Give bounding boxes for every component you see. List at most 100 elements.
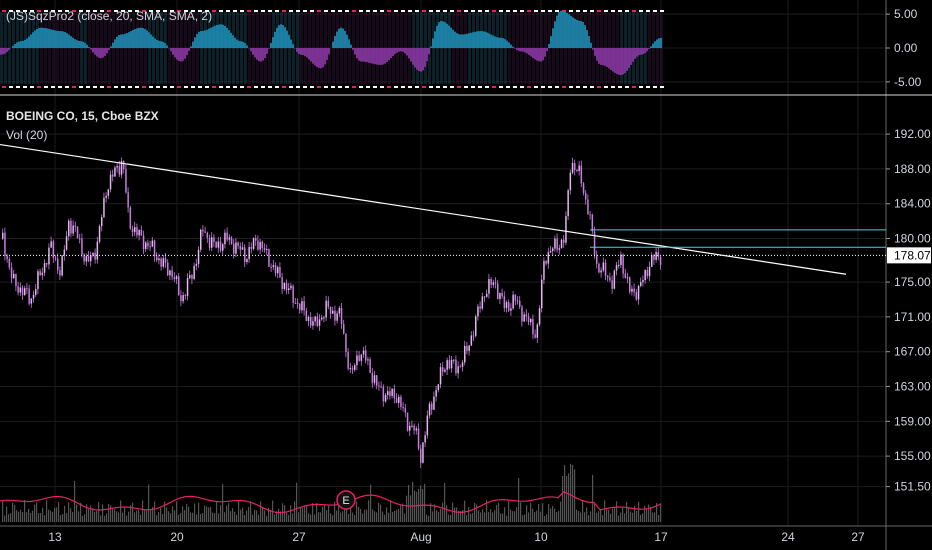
momentum-bar xyxy=(564,11,566,48)
momentum-bar xyxy=(572,17,574,48)
momentum-bar xyxy=(490,34,492,48)
volume-bar xyxy=(114,509,116,522)
candle-body xyxy=(145,242,147,250)
momentum-bar xyxy=(580,20,582,48)
volume-bar xyxy=(216,501,218,522)
volume-bar xyxy=(304,506,306,522)
oscillator-tick-label: 0.00 xyxy=(894,41,918,55)
candle-body xyxy=(587,199,589,215)
volume-bar xyxy=(434,504,436,522)
volume-bar xyxy=(96,511,98,522)
candle-body xyxy=(259,241,261,250)
candle-body xyxy=(468,345,470,351)
volume-bar xyxy=(104,515,106,522)
momentum-bar xyxy=(438,22,440,48)
momentum-bar xyxy=(480,31,482,48)
volume-bar xyxy=(420,485,422,522)
momentum-bar xyxy=(502,38,504,48)
candle-body xyxy=(393,388,396,399)
volume-bar xyxy=(268,507,270,522)
candle-body xyxy=(362,350,365,355)
candle-body xyxy=(186,278,189,296)
volume-bar xyxy=(248,507,250,522)
candle-body xyxy=(347,351,349,369)
momentum-bar xyxy=(486,32,488,48)
squeeze-dot xyxy=(527,86,531,88)
current-price-tag xyxy=(887,247,931,264)
momentum-bar xyxy=(250,48,252,52)
volume-bar xyxy=(226,505,228,522)
candle-body xyxy=(538,308,541,325)
candle-body xyxy=(448,360,451,369)
squeeze-dot xyxy=(611,86,615,88)
momentum-bar xyxy=(378,48,380,65)
candle-body xyxy=(376,375,378,386)
volume-bar xyxy=(640,514,642,522)
momentum-bar xyxy=(408,48,410,59)
volume-bar xyxy=(596,512,598,522)
momentum-bar xyxy=(632,48,634,62)
momentum-bar xyxy=(614,48,616,73)
candle-body xyxy=(523,314,525,322)
momentum-bar xyxy=(412,48,414,65)
volume-bar xyxy=(146,509,148,522)
volume-bar xyxy=(288,514,290,522)
momentum-bar xyxy=(488,33,490,48)
volume-bar xyxy=(182,506,184,522)
momentum-bar xyxy=(368,48,370,63)
volume-bar xyxy=(482,509,484,522)
volume-bar xyxy=(368,500,370,522)
volume-bar xyxy=(44,515,46,522)
momentum-bar xyxy=(624,48,626,74)
volume-bar xyxy=(252,514,254,522)
squeeze-dot xyxy=(534,86,538,88)
candle-body xyxy=(228,237,231,240)
candle-body xyxy=(105,195,107,198)
squeeze-dot xyxy=(555,86,559,88)
candle-body xyxy=(178,276,180,296)
momentum-bar xyxy=(208,28,210,48)
momentum-bar xyxy=(348,39,350,48)
candle-body xyxy=(208,237,211,248)
candle-body xyxy=(549,250,552,253)
candle-body xyxy=(219,241,222,251)
squeeze-dot xyxy=(499,86,503,88)
squeeze-dot xyxy=(597,86,601,88)
squeeze-dot xyxy=(205,86,209,88)
candle-body xyxy=(156,256,158,261)
momentum-bar xyxy=(124,33,126,48)
volume-bar xyxy=(186,504,188,522)
candle-body xyxy=(48,247,50,265)
momentum-bar xyxy=(268,48,270,49)
momentum-bar xyxy=(136,28,138,48)
volume-bar xyxy=(518,477,520,522)
squeeze-dot xyxy=(114,86,118,88)
volume-bar xyxy=(440,508,442,522)
candle-body xyxy=(17,286,19,293)
momentum-bar xyxy=(170,48,172,52)
volume-bar xyxy=(656,503,658,522)
candle-body xyxy=(554,238,556,249)
candle-body xyxy=(85,256,88,262)
volume-bar xyxy=(192,512,194,522)
candle-body xyxy=(325,300,327,318)
momentum-bar xyxy=(230,32,232,48)
candle-body xyxy=(492,282,495,285)
candle-body xyxy=(596,255,598,264)
momentum-bar xyxy=(276,27,278,48)
momentum-bar xyxy=(130,31,132,48)
indicator-title: (JS)SqzPro2 (close, 20, SMA, SMA, 2) xyxy=(6,9,213,23)
momentum-bar xyxy=(274,31,276,48)
momentum-bar xyxy=(634,48,636,59)
volume-bar xyxy=(492,512,494,522)
squeeze-dot xyxy=(191,86,195,88)
squeeze-dot xyxy=(72,10,76,12)
squeeze-dot xyxy=(261,10,265,12)
volume-bar xyxy=(548,503,550,522)
momentum-bar xyxy=(14,44,16,48)
squeeze-dot xyxy=(37,10,41,12)
candle-body xyxy=(527,316,530,323)
volume-bar xyxy=(646,509,648,522)
volume-bar xyxy=(56,507,58,522)
